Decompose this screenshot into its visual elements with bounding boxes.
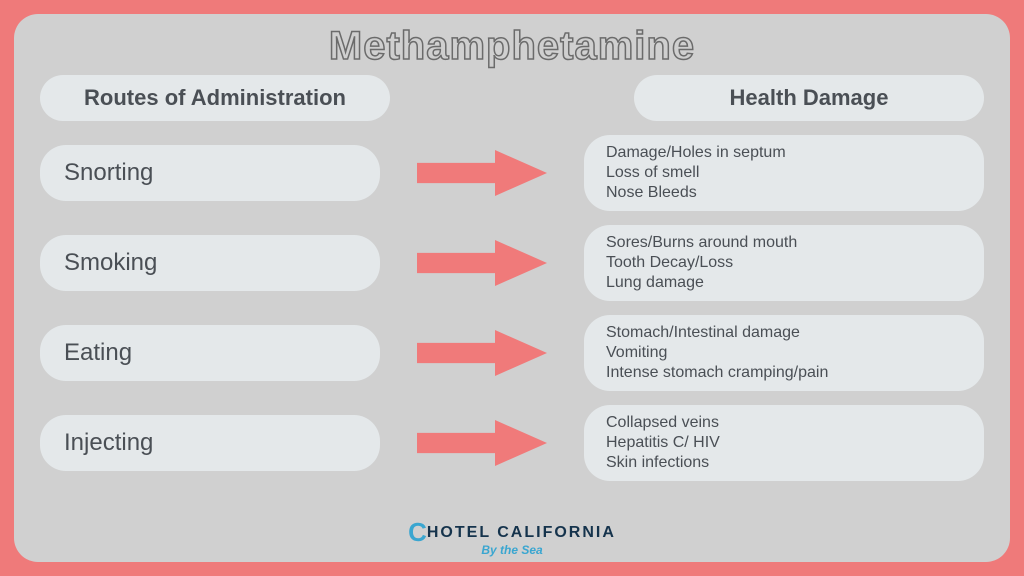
- info-row: Snorting Damage/Holes in septumLoss of sm…: [40, 135, 984, 211]
- damage-line: Skin infections: [606, 453, 962, 473]
- page-title: Methamphetamine: [40, 24, 984, 69]
- damage-line: Hepatitis C/ HIV: [606, 433, 962, 453]
- damage-line: Damage/Holes in septum: [606, 143, 962, 163]
- brand-logo: CHOTEL CALIFORNIA By the Sea: [408, 519, 616, 556]
- damage-line: Nose Bleeds: [606, 183, 962, 203]
- info-row: Injecting Collapsed veinsHepatitis C/ HIV…: [40, 405, 984, 481]
- arrow-icon: [407, 240, 557, 286]
- damage-line: Collapsed veins: [606, 413, 962, 433]
- damage-pill: Sores/Burns around mouthTooth Decay/Loss…: [584, 225, 984, 301]
- arrow-icon: [407, 150, 557, 196]
- route-pill: Smoking: [40, 235, 380, 291]
- damage-pill: Stomach/Intestinal damageVomitingIntense…: [584, 315, 984, 391]
- damage-line: Stomach/Intestinal damage: [606, 323, 962, 343]
- logo-subtitle: By the Sea: [408, 544, 616, 556]
- damage-line: Lung damage: [606, 273, 962, 293]
- damage-line: Loss of smell: [606, 163, 962, 183]
- info-row: Eating Stomach/Intestinal damageVomitingI…: [40, 315, 984, 391]
- route-pill: Injecting: [40, 415, 380, 471]
- damage-line: Intense stomach cramping/pain: [606, 363, 962, 383]
- info-row: Smoking Sores/Burns around mouthTooth Dec…: [40, 225, 984, 301]
- logo-main-line: CHOTEL CALIFORNIA: [408, 519, 616, 545]
- damage-header: Health Damage: [634, 75, 984, 121]
- damage-pill: Damage/Holes in septumLoss of smellNose …: [584, 135, 984, 211]
- damage-line: Tooth Decay/Loss: [606, 253, 962, 273]
- damage-line: Vomiting: [606, 343, 962, 363]
- route-pill: Eating: [40, 325, 380, 381]
- damage-line: Sores/Burns around mouth: [606, 233, 962, 253]
- rows-container: Snorting Damage/Holes in septumLoss of sm…: [40, 135, 984, 481]
- damage-pill: Collapsed veinsHepatitis C/ HIVSkin infe…: [584, 405, 984, 481]
- route-pill: Snorting: [40, 145, 380, 201]
- routes-header: Routes of Administration: [40, 75, 390, 121]
- outer-frame: Methamphetamine Routes of Administration…: [0, 0, 1024, 576]
- content-panel: Methamphetamine Routes of Administration…: [14, 14, 1010, 562]
- arrow-icon: [407, 420, 557, 466]
- logo-text: HOTEL CALIFORNIA: [427, 524, 616, 541]
- column-headers: Routes of Administration Health Damage: [40, 75, 984, 121]
- arrow-icon: [407, 330, 557, 376]
- logo-c-icon: C: [408, 519, 429, 545]
